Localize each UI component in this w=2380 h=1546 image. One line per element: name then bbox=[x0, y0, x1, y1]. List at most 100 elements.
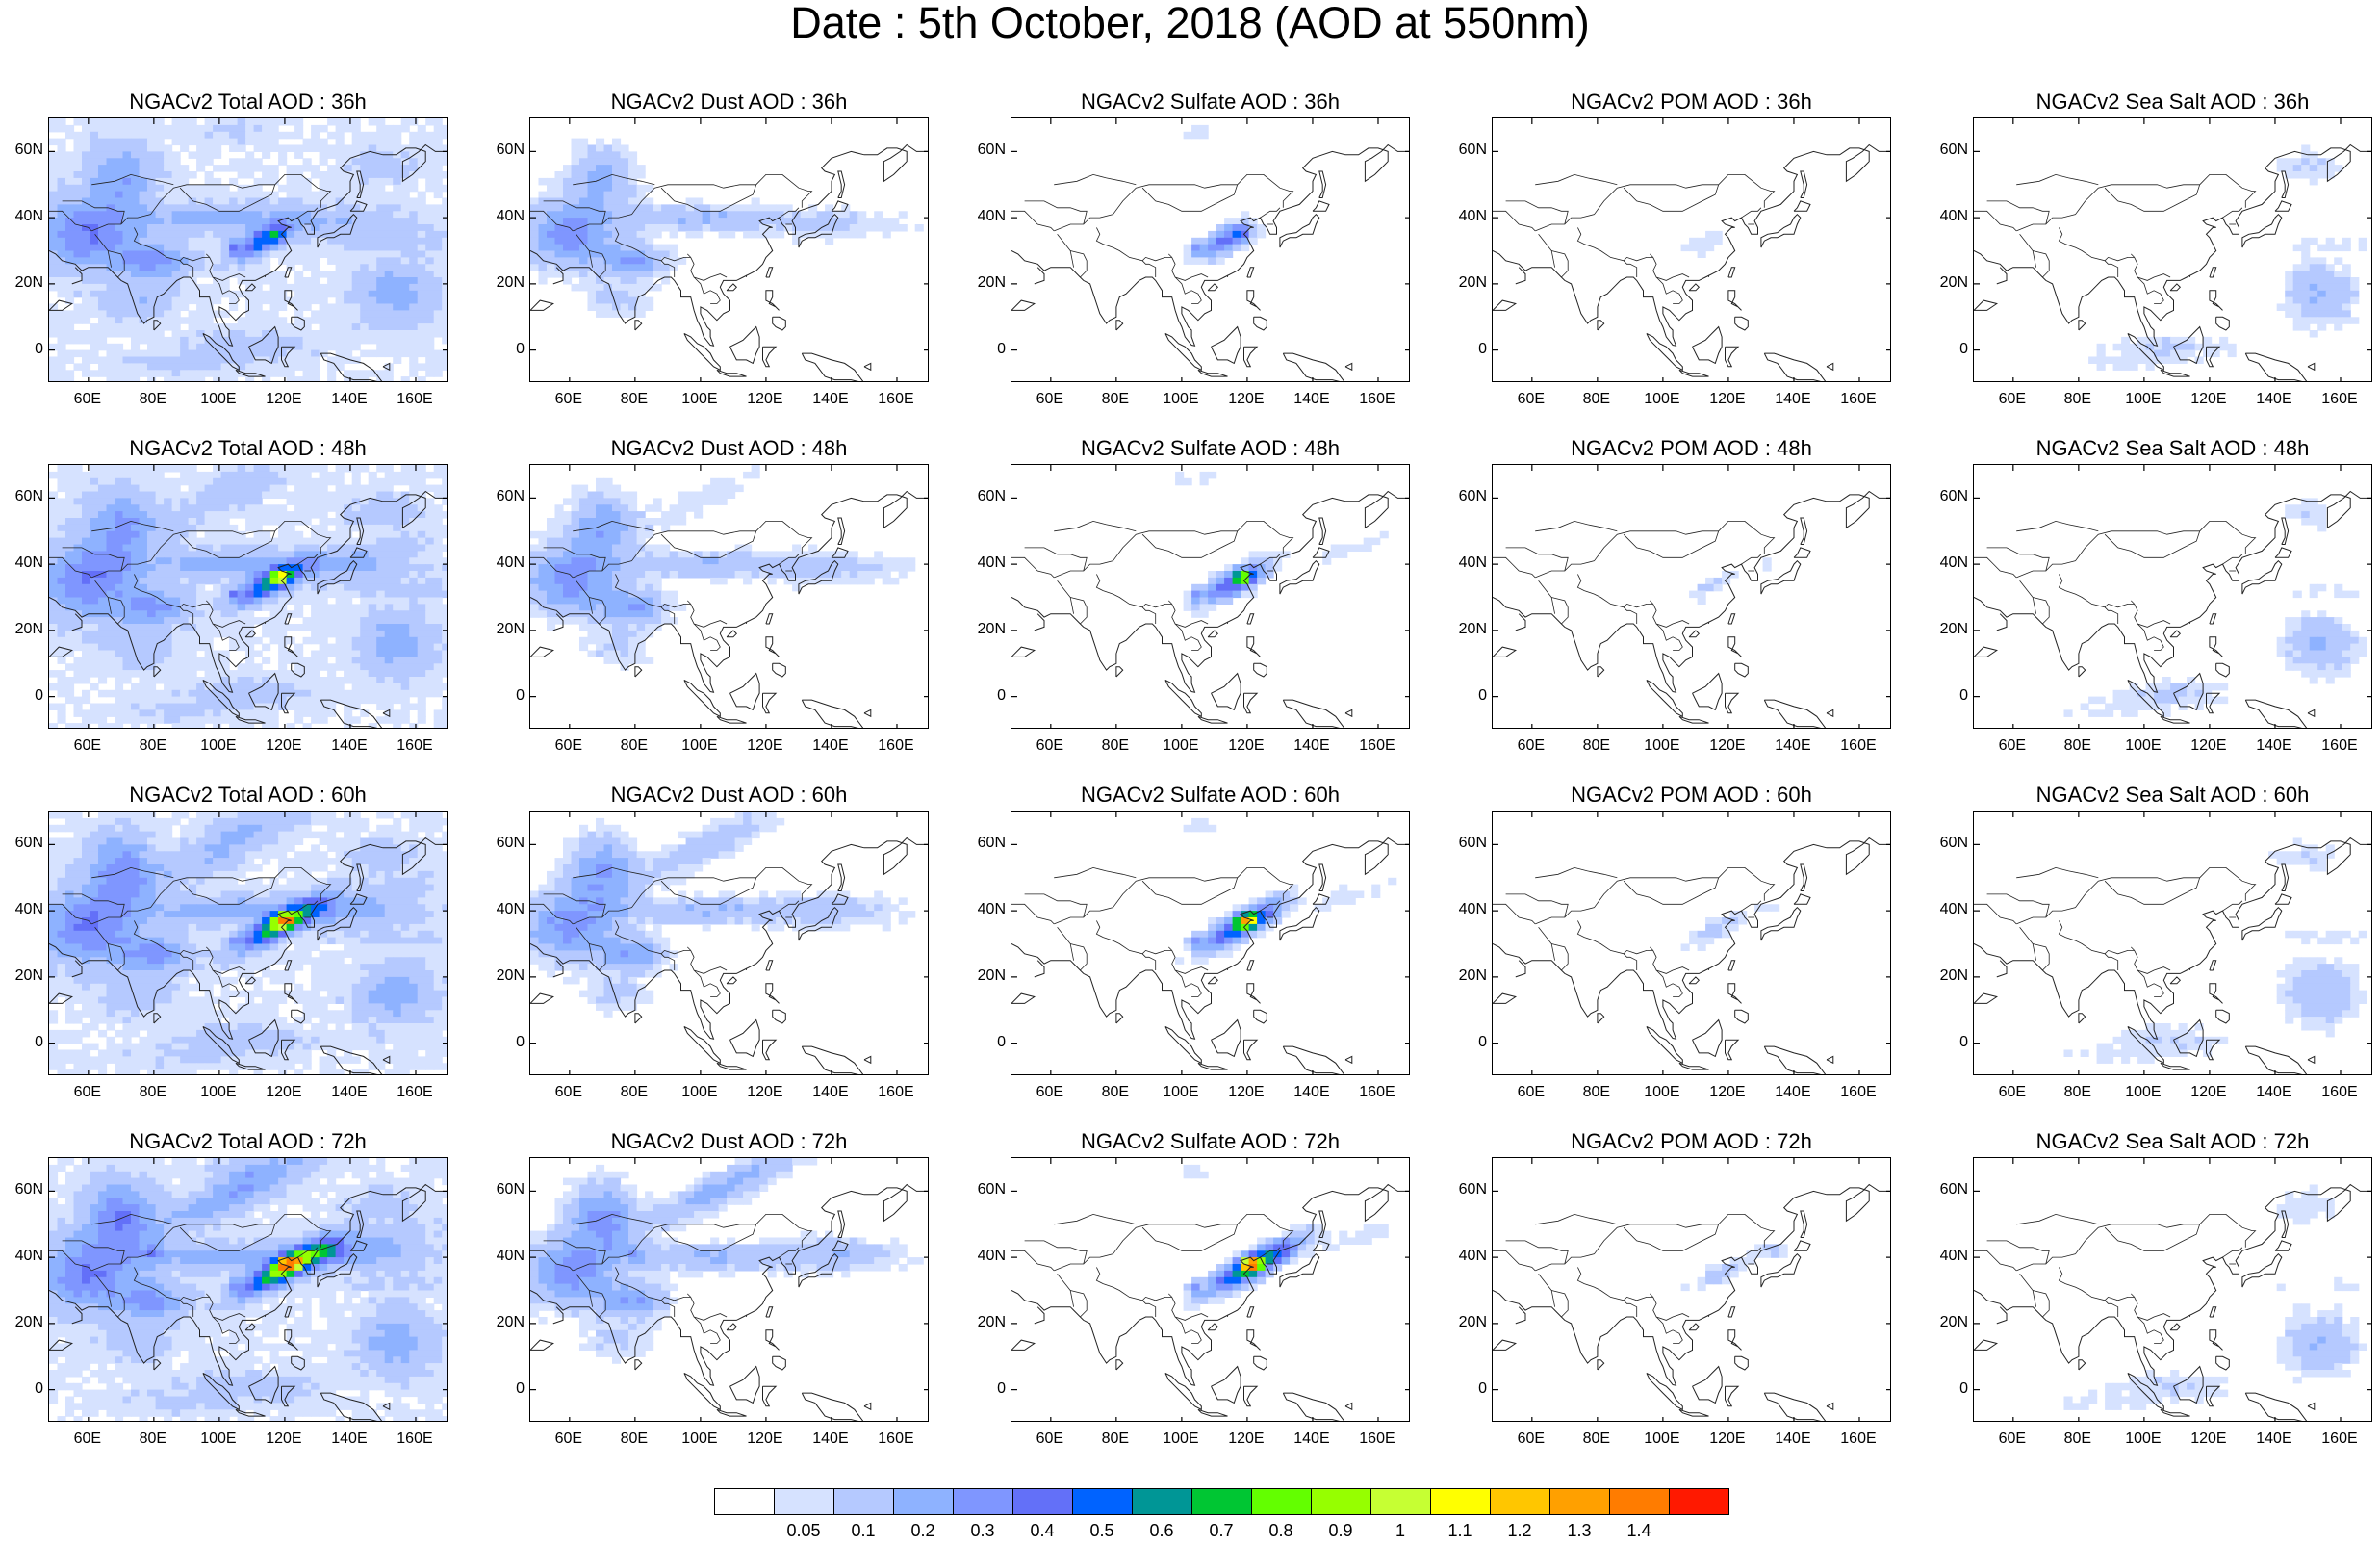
aod-cell bbox=[278, 531, 287, 539]
aod-cell bbox=[303, 264, 312, 271]
aod-cell bbox=[205, 297, 214, 305]
aod-cell bbox=[140, 677, 148, 684]
aod-cell bbox=[344, 657, 352, 664]
aod-cell bbox=[287, 538, 295, 546]
aod-cell bbox=[850, 211, 858, 219]
aod-cell bbox=[678, 224, 686, 232]
aod-cell bbox=[82, 709, 90, 717]
aod-cell bbox=[434, 357, 443, 365]
aod-cell bbox=[221, 504, 230, 512]
aod-cell bbox=[58, 631, 66, 638]
aod-cell bbox=[628, 218, 637, 225]
aod-cell bbox=[196, 498, 205, 505]
aod-cell bbox=[336, 271, 345, 278]
aod-cell bbox=[320, 218, 328, 225]
aod-cell bbox=[327, 624, 336, 631]
aod-cell bbox=[327, 690, 336, 698]
aod-cell bbox=[303, 158, 312, 166]
aod-cell bbox=[703, 571, 711, 579]
y-tick-label: 20N bbox=[1448, 274, 1487, 292]
aod-cell bbox=[131, 716, 140, 724]
aod-cell bbox=[82, 357, 90, 365]
aod-cell bbox=[645, 564, 653, 572]
aod-cell bbox=[58, 178, 66, 186]
aod-cell bbox=[147, 511, 156, 519]
aod-cell bbox=[344, 291, 352, 298]
aod-cell bbox=[287, 204, 295, 212]
aod-cell bbox=[229, 323, 238, 331]
aod-cell bbox=[294, 644, 303, 652]
aod-cell bbox=[320, 465, 328, 473]
aod-cell bbox=[320, 178, 328, 186]
aod-cell bbox=[147, 291, 156, 298]
aod-cell bbox=[393, 504, 401, 512]
aod-cell bbox=[352, 578, 361, 585]
aod-cell bbox=[376, 145, 385, 153]
aod-cell bbox=[229, 525, 238, 532]
coastline bbox=[1198, 370, 1228, 376]
aod-cell bbox=[409, 251, 418, 259]
aod-cell bbox=[131, 478, 140, 486]
aod-cell bbox=[156, 125, 165, 133]
aod-cell bbox=[311, 545, 320, 553]
x-tick-label: 80E bbox=[124, 737, 182, 755]
y-tick-label: 0 bbox=[5, 341, 43, 358]
aod-cell bbox=[58, 485, 66, 493]
coastline bbox=[1280, 215, 1319, 247]
aod-cell bbox=[539, 211, 548, 219]
aod-cell bbox=[401, 224, 410, 232]
aod-cell bbox=[123, 151, 132, 159]
aod-cell bbox=[123, 251, 132, 259]
aod-cell bbox=[2187, 344, 2195, 351]
aod-cell bbox=[164, 465, 172, 473]
aod-cell bbox=[563, 557, 572, 565]
aod-cell bbox=[65, 511, 74, 519]
aod-cell bbox=[376, 504, 385, 512]
aod-cell bbox=[287, 564, 295, 572]
aod-cell bbox=[82, 224, 90, 232]
aod-cell bbox=[270, 204, 279, 212]
aod-cell bbox=[270, 224, 279, 232]
aod-cell bbox=[2293, 291, 2302, 298]
aod-cell bbox=[2301, 317, 2310, 324]
aod-cell bbox=[418, 677, 426, 684]
aod-cell bbox=[434, 264, 443, 271]
coastline bbox=[1735, 317, 1749, 330]
aod-cell bbox=[164, 376, 172, 382]
aod-cell bbox=[336, 610, 345, 618]
aod-cell bbox=[694, 571, 703, 579]
aod-cell bbox=[213, 271, 221, 278]
aod-cell bbox=[303, 723, 312, 729]
aod-cell bbox=[180, 337, 189, 345]
aod-cell bbox=[180, 551, 189, 558]
coastline bbox=[1247, 291, 1261, 311]
aod-cell bbox=[90, 257, 99, 265]
aod-cell bbox=[572, 171, 580, 179]
aod-cell bbox=[442, 644, 448, 652]
aod-cell bbox=[140, 683, 148, 691]
aod-cell bbox=[621, 257, 629, 265]
aod-cell bbox=[344, 238, 352, 245]
aod-cell bbox=[2310, 238, 2318, 245]
aod-cell bbox=[294, 118, 303, 126]
aod-cell bbox=[604, 478, 613, 486]
aod-cell bbox=[425, 231, 434, 239]
aod-cell bbox=[360, 224, 369, 232]
aod-cell bbox=[229, 538, 238, 546]
aod-cell bbox=[131, 350, 140, 358]
aod-cell bbox=[442, 564, 448, 572]
aod-cell bbox=[344, 264, 352, 271]
aod-cell bbox=[401, 709, 410, 717]
aod-cell bbox=[2310, 165, 2318, 172]
aod-cell bbox=[107, 531, 115, 539]
aod-cell bbox=[409, 337, 418, 345]
aod-cell bbox=[140, 564, 148, 572]
country-border bbox=[2105, 185, 2200, 212]
aod-cell bbox=[123, 297, 132, 305]
aod-cell bbox=[270, 551, 279, 558]
aod-cell bbox=[90, 158, 99, 166]
aod-cell bbox=[58, 518, 66, 526]
aod-cell bbox=[604, 238, 613, 245]
aod-cell bbox=[425, 591, 434, 599]
aod-cell bbox=[442, 310, 448, 318]
